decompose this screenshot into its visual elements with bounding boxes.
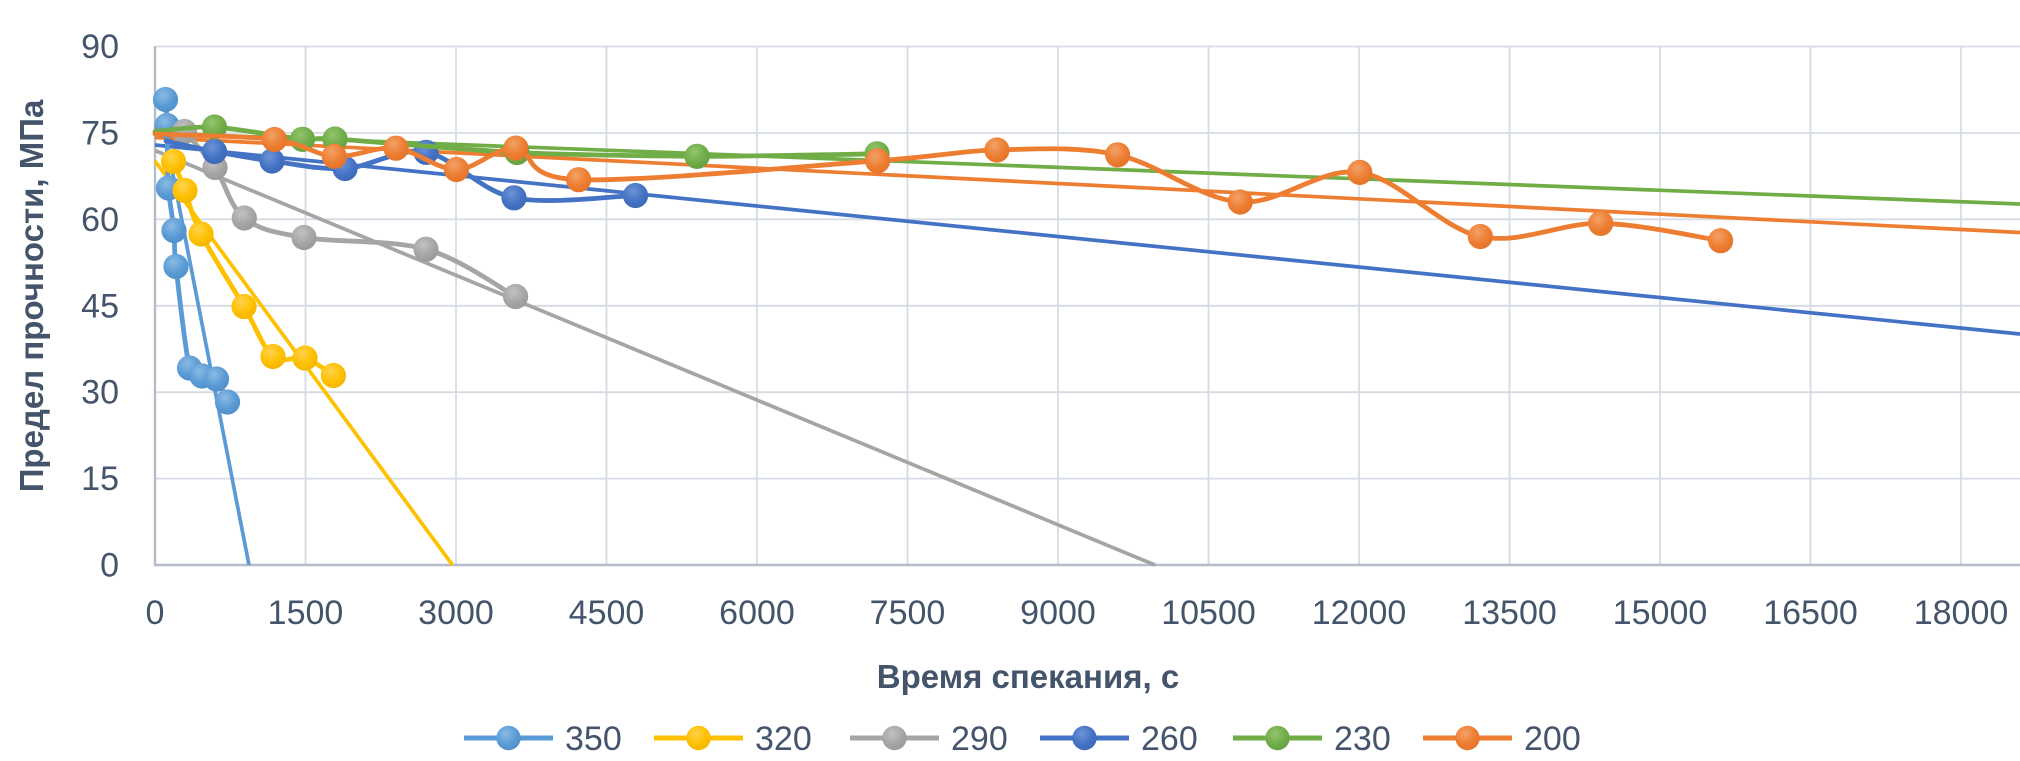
svg-text:9000: 9000 <box>1020 594 1096 632</box>
svg-text:290: 290 <box>951 720 1008 756</box>
svg-text:0: 0 <box>100 547 119 585</box>
svg-text:75: 75 <box>81 114 119 152</box>
svg-text:6000: 6000 <box>719 594 795 632</box>
svg-text:7500: 7500 <box>870 594 946 632</box>
svg-text:10500: 10500 <box>1161 594 1256 632</box>
svg-text:Предел прочности, МПа: Предел прочности, МПа <box>13 99 50 492</box>
svg-text:260: 260 <box>1141 720 1198 756</box>
svg-text:4500: 4500 <box>569 594 645 632</box>
svg-text:45: 45 <box>81 287 119 325</box>
svg-text:3000: 3000 <box>418 594 494 632</box>
svg-text:350: 350 <box>565 720 622 756</box>
svg-text:Время спекания, с: Время спекания, с <box>877 658 1179 695</box>
svg-text:30: 30 <box>81 374 119 412</box>
svg-text:0: 0 <box>146 594 165 632</box>
svg-text:90: 90 <box>81 28 119 66</box>
svg-text:1500: 1500 <box>268 594 344 632</box>
svg-text:320: 320 <box>755 720 812 756</box>
svg-text:15000: 15000 <box>1613 594 1708 632</box>
svg-text:200: 200 <box>1524 720 1581 756</box>
svg-text:12000: 12000 <box>1312 594 1407 632</box>
svg-text:15: 15 <box>81 460 119 498</box>
svg-text:60: 60 <box>81 201 119 239</box>
svg-text:13500: 13500 <box>1462 594 1557 632</box>
svg-text:230: 230 <box>1334 720 1391 756</box>
svg-text:16500: 16500 <box>1763 594 1858 632</box>
svg-text:18000: 18000 <box>1914 594 2009 632</box>
